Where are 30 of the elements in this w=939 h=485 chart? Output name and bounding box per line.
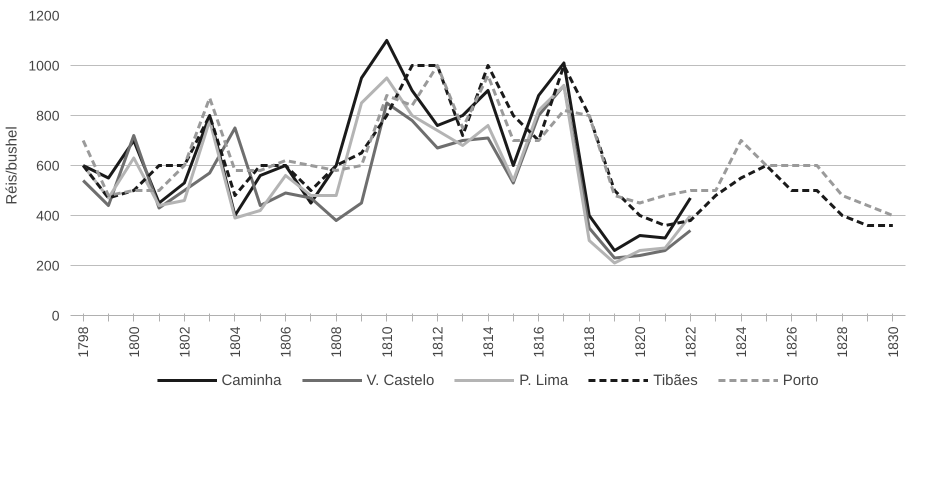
legend-label: Tibães: [653, 372, 698, 388]
x-tick-label: 1804: [226, 326, 243, 358]
x-tick-label: 1806: [278, 326, 294, 358]
y-tick-label: 1000: [28, 58, 60, 74]
x-tick-label: 1810: [378, 326, 395, 358]
y-tick-label: 1200: [28, 8, 60, 24]
legend-label: V. Castelo: [366, 372, 434, 388]
y-axis-title: Réis/bushel: [3, 126, 20, 205]
x-tick-label: 1820: [632, 326, 648, 358]
x-tick-label: 1816: [530, 326, 547, 358]
x-tick-label: 1830: [884, 326, 901, 358]
legend-label: Caminha: [221, 372, 282, 388]
y-tick-label: 200: [36, 258, 60, 274]
y-tick-label: 800: [36, 108, 60, 124]
legend-label: Porto: [782, 372, 819, 388]
x-tick-label: 1808: [328, 326, 344, 358]
legend-label: P. Lima: [519, 372, 568, 388]
x-tick-label: 1824: [733, 326, 750, 358]
x-tick-label: 1800: [126, 326, 142, 358]
x-tick-label: 1822: [682, 326, 698, 358]
x-tick-label: 1818: [581, 326, 598, 358]
x-tick-label: 1802: [176, 326, 192, 358]
y-tick-label: 0: [52, 308, 60, 324]
y-tick-label: 600: [36, 158, 60, 174]
x-tick-label: 1828: [834, 326, 850, 358]
x-tick-label: 1798: [75, 326, 92, 358]
x-tick-label: 1826: [784, 326, 800, 358]
y-tick-label: 400: [36, 208, 60, 224]
x-tick-label: 1812: [429, 326, 446, 358]
x-tick-label: 1814: [480, 326, 496, 358]
